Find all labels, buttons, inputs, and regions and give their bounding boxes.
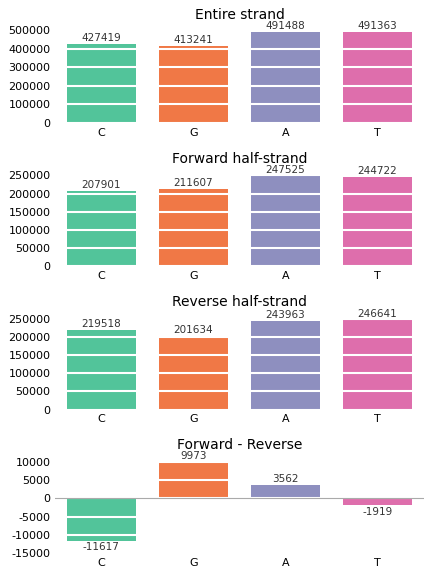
Bar (251, 176, 320, 266)
Text: 244722: 244722 (358, 166, 397, 176)
Text: 491488: 491488 (266, 21, 305, 31)
Bar (343, 320, 412, 410)
Text: 246641: 246641 (358, 309, 397, 319)
Bar (343, 177, 412, 266)
Title: Forward half-strand: Forward half-strand (172, 151, 307, 166)
Bar (251, 32, 320, 123)
Bar (67, 191, 136, 266)
Title: Entire strand: Entire strand (194, 8, 284, 22)
Text: 201634: 201634 (174, 325, 213, 335)
Bar (67, 44, 136, 123)
Bar (343, 498, 412, 505)
Text: 413241: 413241 (174, 35, 213, 46)
Bar (159, 190, 228, 266)
Title: Reverse half-strand: Reverse half-strand (172, 295, 307, 309)
Bar (159, 462, 228, 498)
Bar (67, 498, 136, 540)
Bar (251, 486, 320, 498)
Text: -1919: -1919 (362, 506, 393, 517)
Bar (343, 32, 412, 123)
Text: 207901: 207901 (82, 180, 121, 190)
Text: 491363: 491363 (358, 21, 397, 31)
Bar (67, 330, 136, 410)
Text: 247525: 247525 (266, 165, 305, 175)
Text: 243963: 243963 (266, 310, 305, 320)
Bar (251, 321, 320, 410)
Text: -11617: -11617 (83, 541, 120, 552)
Title: Forward - Reverse: Forward - Reverse (177, 438, 302, 452)
Text: 9973: 9973 (180, 451, 206, 461)
Bar (159, 47, 228, 123)
Text: 427419: 427419 (82, 33, 121, 43)
Bar (159, 336, 228, 410)
Text: 219518: 219518 (82, 319, 121, 329)
Text: 211607: 211607 (174, 178, 213, 188)
Text: 3562: 3562 (272, 474, 299, 484)
